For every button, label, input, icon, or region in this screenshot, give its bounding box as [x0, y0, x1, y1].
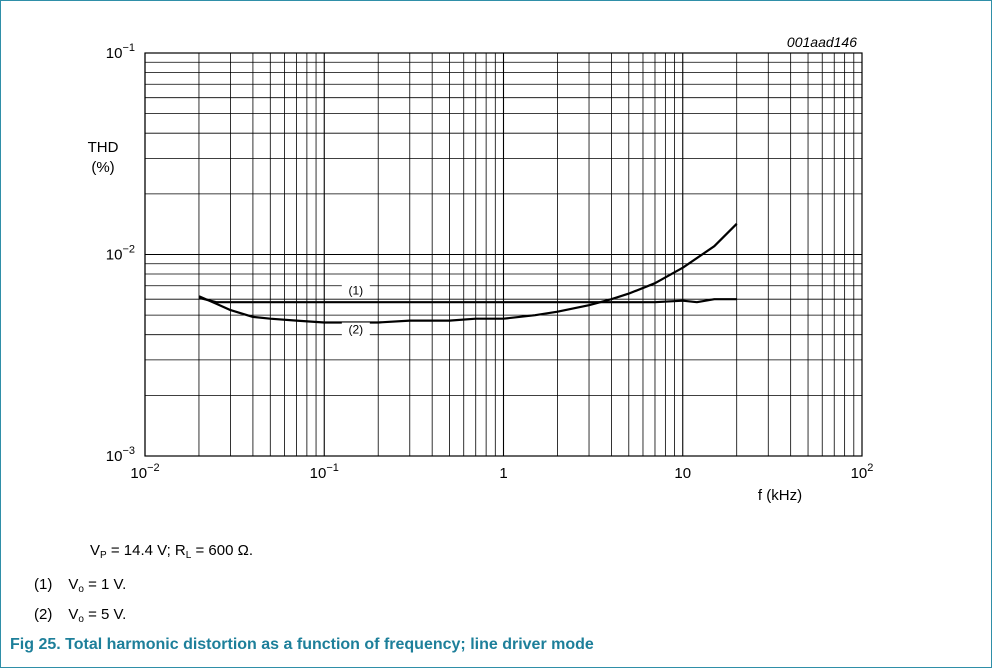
series-line-2 [198, 223, 738, 324]
series-label-bg [341, 283, 370, 298]
x-axis-label: f (kHz) [758, 487, 802, 504]
series-label-2: (2) [348, 323, 363, 337]
x-tick-label: 1 [499, 465, 507, 482]
series-label-1: (1) [348, 284, 363, 298]
x-tick-label: 10−1 [310, 462, 339, 482]
y-tick-label: 10−3 [106, 445, 135, 465]
x-tick-label: 102 [851, 462, 874, 482]
figure-id: 001aad146 [787, 34, 857, 50]
series-line-1 [198, 296, 737, 304]
y-tick-label: 10−2 [106, 244, 135, 264]
y-axis-label: THD [88, 139, 119, 156]
x-tick-label: 10−2 [130, 462, 159, 482]
figure-caption: Fig 25. Total harmonic distortion as a f… [10, 636, 594, 653]
chart-grid [144, 53, 862, 457]
x-tick-label: 10 [674, 465, 691, 482]
y-axis-unit: (%) [91, 159, 114, 176]
y-tick-label: 10−1 [106, 42, 135, 62]
series-label-bg [341, 322, 370, 337]
series-group: (1) (2) [198, 223, 738, 337]
plot-area-border [144, 52, 863, 457]
